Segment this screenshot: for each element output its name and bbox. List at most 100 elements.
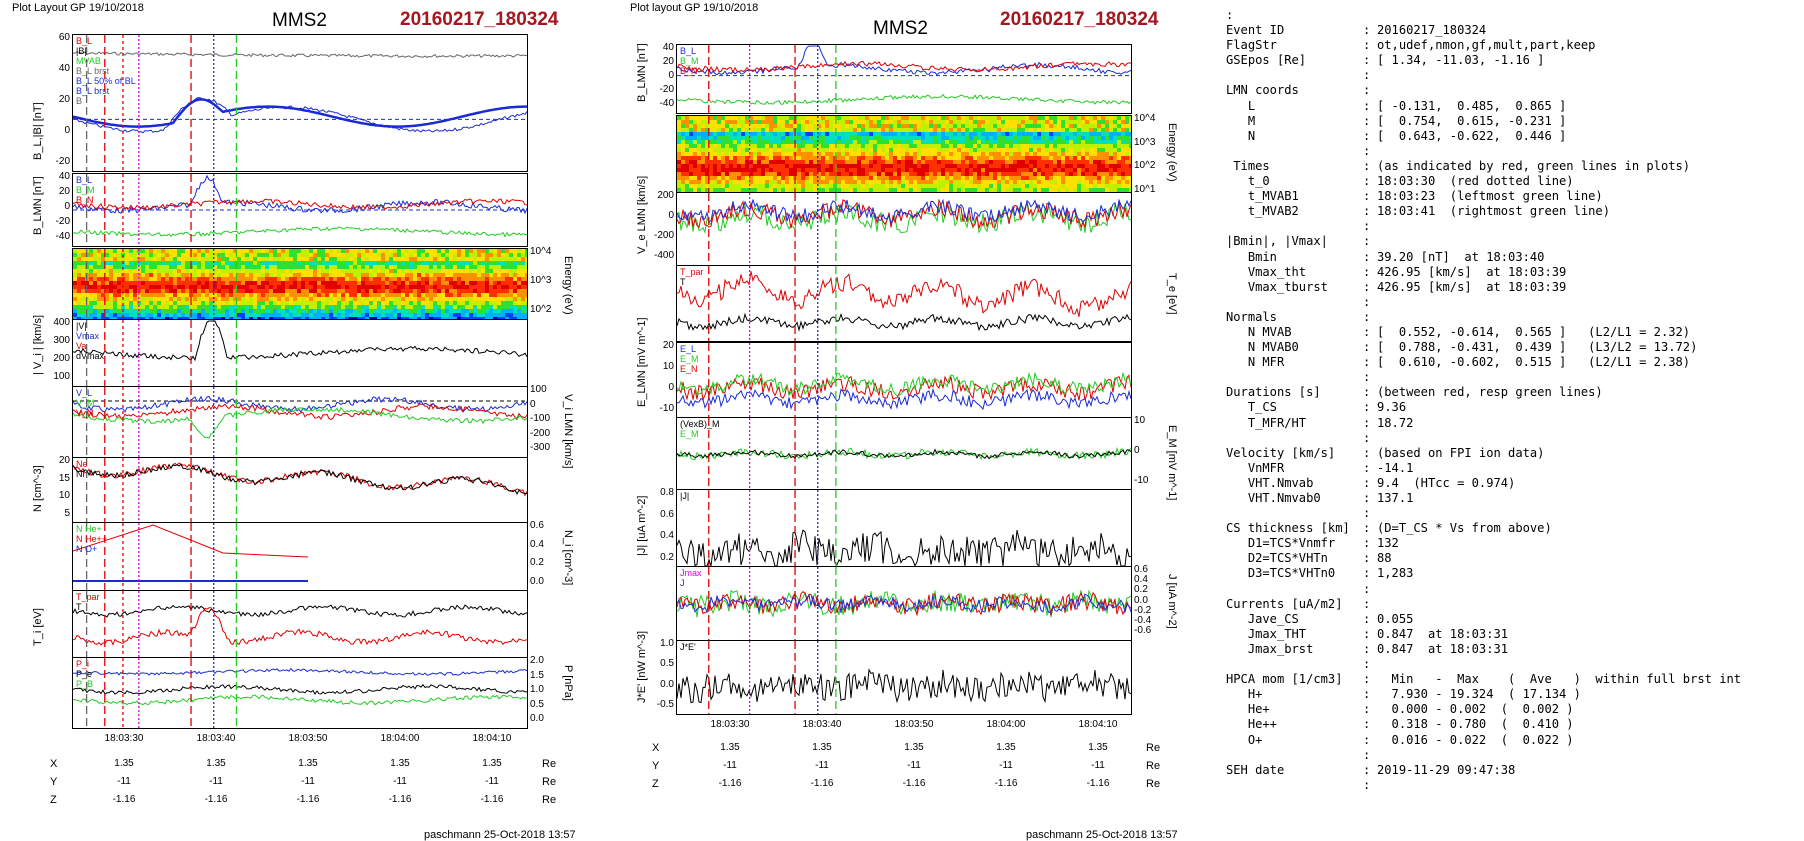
y-tick-label: 0 [668,70,674,81]
legend-entry: B_L [680,46,697,56]
info-value: 18.72 [1377,415,1414,430]
info-row: He+: 0.000 - 0.002 ( 0.002 ) [1226,702,1741,717]
legend-entry: B_M [680,56,699,66]
info-key: Vmax_tburst [1226,279,1328,294]
coord-value: -1.16 [810,778,834,789]
legend-entry: T_par [680,267,704,277]
middle-layout-header: Plot layout GP 19/10/2018 [630,2,759,14]
info-key: Times [1226,158,1270,173]
coord-value: 1.35 [1088,742,1108,753]
left-panel-2-plot [73,174,527,246]
left-panel-2 [72,173,528,247]
info-row: H+: 7.930 - 19.324 ( 17.134 ) [1226,687,1741,702]
info-row: t_0:18:03:30 (red dotted line) [1226,174,1741,189]
coord-axis-label: Y [652,760,660,772]
info-row: Currents [uA/m2]: [1226,597,1741,612]
y-tick-label: -400 [653,250,674,261]
legend-entry: B_L [76,175,93,185]
y-tick-label: 0 [668,382,674,393]
y-tick-label: -40 [659,98,674,109]
legend-entry: Jmax [680,568,702,578]
y-tick-label: 1.0 [660,638,674,649]
info-row: M: [ 0.754, 0.615, -0.231 ] [1226,114,1741,129]
info-value: 0.055 [1377,611,1414,626]
x-tick-label: 18:04:10 [1078,719,1118,730]
info-colon: : [1363,460,1371,475]
coord-unit: Re [1146,742,1161,754]
info-value: 88 [1377,551,1392,566]
y-tick-label: -20 [659,84,674,95]
left-panel-7 [72,522,528,592]
y-tick-label-right: 0.0 [1134,594,1148,606]
coord-value: -1.16 [480,794,504,805]
info-value: 9.4 (HTcc = 0.974) [1377,475,1516,490]
info-colon: : [1363,143,1371,158]
panel-legend: B_L |B| MVAB B_L brst B_L 50% of BL B_L brst B [76,36,136,106]
info-colon: : [1363,581,1371,596]
y-tick-label-right: 0.2 [530,557,544,569]
y-tick-label-right: 10^3 [1134,136,1156,148]
y-tick-label-right: 10^2 [530,304,552,315]
info-row: HPCA mom [1/cm3]: Min - Max ( Ave ) with… [1226,672,1741,687]
info-row: O+: 0.016 - 0.022 ( 0.022 ) [1226,733,1741,748]
legend-entry: T_par [76,592,100,602]
info-colon: : [1363,717,1371,732]
info-row: VHT.Nmvab0:137.1 [1226,491,1741,506]
middle-panel-7 [676,489,1132,568]
left-panel-7-plot [73,523,309,591]
info-colon: : [1363,294,1371,309]
left-panel-5-plot [73,387,527,457]
y-tick-label-right: 0.6 [530,520,544,531]
info-row: : [1226,506,1741,521]
info-key: CS thickness [km] [1226,521,1350,536]
info-colon: : [1363,340,1371,355]
middle-panel-6-plot [677,418,1131,490]
legend-entry: E_N [680,364,698,374]
y-tick-label: -40 [55,231,70,242]
x-tick-label: 18:03:30 [710,719,750,730]
info-value: (as indicated by red, green lines in plo… [1377,158,1691,173]
legend-entry: V_N [76,408,94,418]
panel-y-label: E_M [mV m^-1] [1166,425,1178,501]
info-colon: : [1363,158,1371,173]
info-value: [ -0.131, 0.485, 0.865 ] [1377,98,1567,113]
info-colon: : [1363,128,1371,143]
info-colon: : [1363,219,1371,234]
info-colon: : [1363,747,1371,762]
legend-entry: B_L 50% of BL [76,76,136,86]
y-tick-label: 0.6 [660,508,674,520]
info-colon: : [1363,249,1371,264]
info-row: : [1226,370,1741,385]
info-key: HPCA mom [1/cm3] [1226,672,1343,687]
legend-entry: |B| [76,46,87,56]
panel-legend: V_L V_M V_N [76,388,95,418]
x-tick-label: 18:04:00 [380,733,420,744]
info-colon: : [1363,536,1371,551]
info-key: T_MFR/HT [1226,415,1307,430]
info-key: T_CS [1226,400,1277,415]
info-colon: : [1363,732,1371,747]
left-panel-9 [72,657,528,729]
info-row: : [1226,8,1741,23]
coord-value: 1.35 [996,742,1016,753]
ion-energy-spectrogram [73,249,527,319]
info-key: M [1226,113,1256,128]
y-tick-label: 0 [64,125,70,136]
y-tick-label-right: -300 [530,442,551,453]
panel-legend: |J| [680,491,689,501]
left-panel-9-plot [73,658,527,728]
info-colon: : [1363,98,1371,113]
info-colon: : [1363,551,1371,566]
y-tick-label-right: 2.0 [530,655,544,666]
legend-entry: Ne [76,459,88,469]
info-row: GSEpos [Re]: [ 1.34, -11.03, -1.16 ] [1226,53,1741,68]
y-tick-label-right: 10^4 [530,246,552,257]
info-key: Normals [1226,309,1277,324]
info-row: T_CS:9.36 [1226,400,1741,415]
info-key: GSEpos [Re] [1226,53,1307,68]
info-key: Event ID [1226,23,1285,38]
coord-unit: Re [542,776,557,788]
legend-entry: |J| [680,491,690,501]
info-value: 0.016 - 0.022 ( 0.022 ) [1377,732,1574,747]
y-tick-label-right: 10^3 [530,275,552,286]
